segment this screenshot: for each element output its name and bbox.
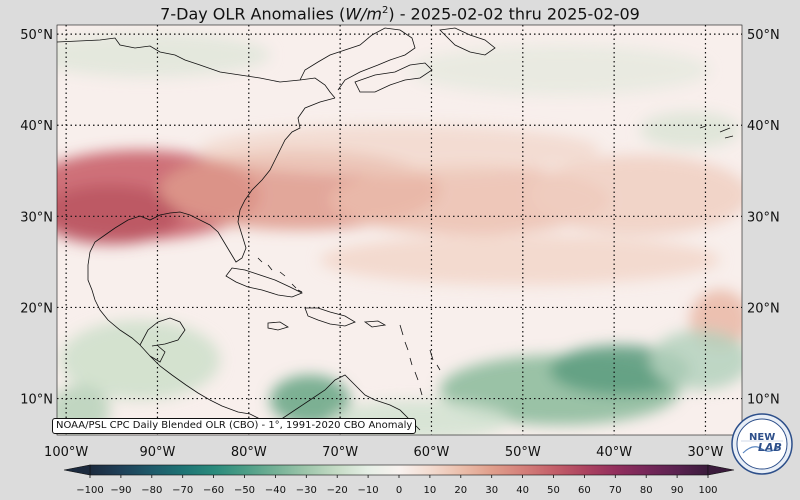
lon-label: 40°W [596,445,632,460]
colorbar-tick-label: 0 [396,485,402,496]
logo-text-top: NEW [749,432,775,443]
longitude-labels: 100°W 90°W 80°W 70°W 60°W 50°W 40°W 30°W [44,445,724,460]
colorbar-tick-label: −40 [265,485,286,496]
lat-label-left: 40°N [20,119,53,134]
lat-label-right: 30°N [747,210,780,225]
colorbar-tick-label: −10 [358,485,379,496]
coastlines [57,27,734,431]
lat-label-left: 30°N [20,210,53,225]
colorbar-tick-label: 40 [516,485,529,496]
lat-label-right: 40°N [747,119,780,134]
colorbar-tick-label: 70 [609,485,622,496]
colorbar-tick-label: −50 [234,485,255,496]
data-source-attribution: NOAA/PSL CPC Daily Blended OLR (CBO) - 1… [52,418,417,434]
colorbar-ticks: −100 −90 −80 −70 −60 −50 −40 −30 −20 −10 0 10 20 30 40… [76,475,718,496]
colorbar-tick-label: −100 [76,485,103,496]
lat-label-left: 10°N [20,393,53,408]
colorbar-tick-label: 100 [698,485,717,496]
lat-label-left: 50°N [20,28,53,43]
colorbar-tick-label: 50 [547,485,560,496]
colorbar-tick-label: −30 [296,485,317,496]
colorbar-gradient [89,464,709,476]
lon-label: 60°W [414,445,450,460]
map-frame [56,24,743,436]
lon-label: 50°W [505,445,541,460]
lon-label: 90°W [140,445,176,460]
colorbar-min-extend [63,464,91,476]
colorbar [63,464,735,476]
lon-label: 100°W [44,445,88,460]
map-title: 7-Day OLR Anomalies (W/m2) - 2025-02-02 … [160,4,640,24]
anomaly-field [57,25,742,435]
colorbar-tick-label: −20 [327,485,348,496]
colorbar-tick-label: −60 [203,485,224,496]
colorbar-tick-label: 30 [485,485,498,496]
lat-label-right: 20°N [747,301,780,316]
lon-label: 30°W [688,445,724,460]
logo-text-bottom: LAB [758,441,782,454]
colorbar-max-extend [707,464,735,476]
lon-label: 80°W [231,445,267,460]
colorbar-tick-label: 80 [640,485,653,496]
colorbar-tick-label: 90 [671,485,684,496]
lat-label-right: 50°N [747,28,780,43]
colorbar-tick-label: 10 [424,485,437,496]
colorbar-tick-label: −70 [172,485,193,496]
colorbar-tick-label: 60 [578,485,591,496]
gridlines [57,25,742,435]
colorbar-tick-label: −80 [141,485,162,496]
lat-label-right: 10°N [747,393,780,408]
latitude-labels-left: 50°N 40°N 30°N 20°N 10°N [20,28,53,407]
colorbar-tick-label: 20 [454,485,467,496]
newlab-logo: NEW LAB [731,413,793,475]
latitude-labels-right: 50°N 40°N 30°N 20°N 10°N [747,28,780,407]
lat-label-left: 20°N [20,301,53,316]
lon-label: 70°W [322,445,358,460]
colorbar-tick-label: −90 [110,485,131,496]
